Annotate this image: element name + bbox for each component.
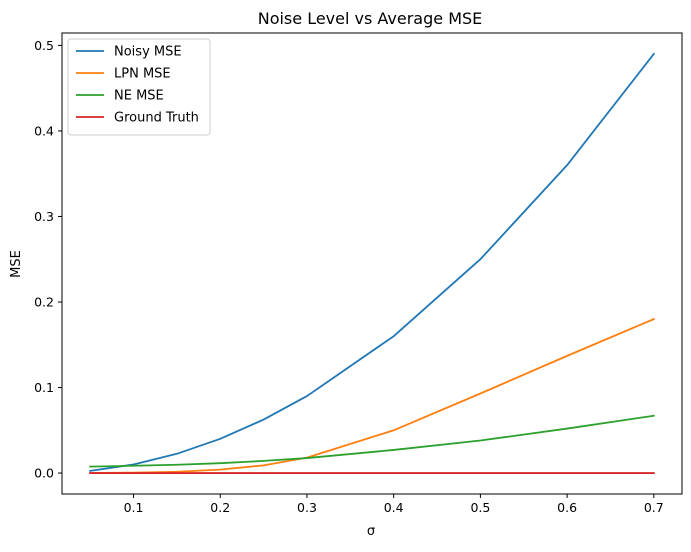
- x-axis-label: σ: [367, 524, 375, 539]
- y-axis-label: MSE: [9, 250, 24, 278]
- legend-label-0: Noisy MSE: [114, 45, 182, 60]
- y-tick-label: 0.1: [34, 380, 54, 395]
- x-tick-label: 0.4: [384, 500, 404, 515]
- x-tick-label: 0.7: [644, 500, 664, 515]
- legend: Noisy MSE LPN MSE NE MSE Ground Truth: [67, 38, 211, 136]
- x-tick-label: 0.3: [297, 500, 317, 515]
- x-tick-label: 0.5: [470, 500, 490, 515]
- y-tick-label: 0.3: [34, 209, 54, 224]
- y-tick-label: 0.2: [34, 294, 54, 309]
- axes: 0.1 0.2 0.3 0.4 0.5 0.6 0.7 0.0 0.1 0.2 0.3 0.4 0.5: [34, 32, 683, 515]
- legend-label-2: NE MSE: [114, 89, 164, 104]
- series-line-2: [89, 414, 655, 468]
- x-tick-label: 0.2: [210, 500, 230, 515]
- x-tick-label: 0.1: [124, 500, 144, 515]
- chart-title: Noise Level vs Average MSE: [258, 9, 483, 28]
- legend-box: [67, 38, 211, 136]
- y-tick-label: 0.4: [34, 123, 54, 138]
- legend-label-1: LPN MSE: [114, 67, 171, 82]
- series-line-0: [89, 52, 656, 472]
- y-tick-label: 0.0: [34, 466, 54, 481]
- y-tick-label: 0.5: [34, 38, 54, 53]
- legend-label-3: Ground Truth: [114, 111, 199, 126]
- plot-frame: [61, 32, 683, 495]
- plot-area: [89, 52, 656, 474]
- x-tick-label: 0.6: [557, 500, 577, 515]
